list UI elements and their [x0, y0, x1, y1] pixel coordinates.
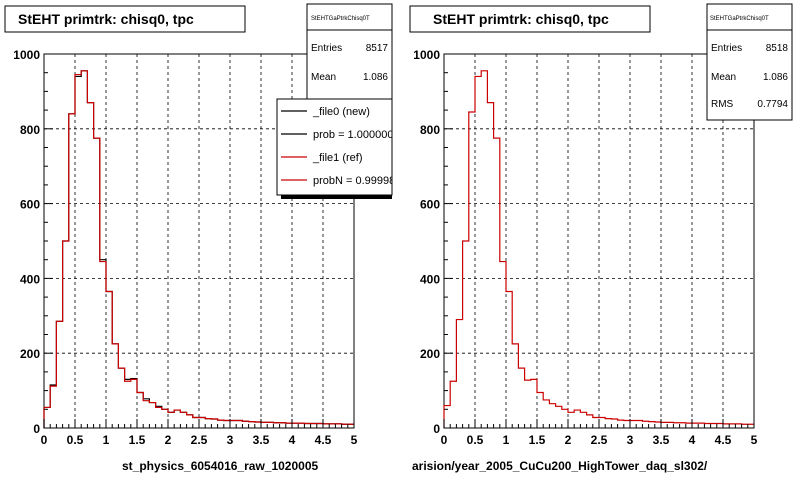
right-x-tick-label: 4 [689, 433, 696, 447]
left-chart-title: StEHT primtrk: chisq0, tpc [18, 11, 194, 27]
right-stats-rms-value: 0.7794 [757, 99, 788, 110]
right-x-tick-label: 2 [565, 433, 572, 447]
left-stats-name: StEHTGaPtrkChisq0T [311, 16, 370, 22]
left-y-axis: 0 200 400 600 800 1000 [13, 48, 53, 436]
right-x-tick-label: 0.5 [467, 433, 484, 447]
right-grid [444, 54, 754, 428]
left-x-tick-label: 1.5 [129, 433, 146, 447]
left-footer-label: st_physics_6054016_raw_1020005 [122, 459, 318, 473]
right-x-axis: 0 0.5 1 1.5 2 2.5 3 3.5 4 4.5 5 [441, 419, 758, 447]
left-y-tick-label: 600 [20, 198, 40, 212]
legend-entry-2-label: prob = 1.000000 [313, 129, 393, 141]
left-y-tick-label: 0 [33, 422, 40, 436]
right-x-tick-label: 2.5 [591, 433, 608, 447]
legend-entry-4-label: probN = 0.999988 [313, 175, 401, 187]
right-series-0-histogram [443, 70, 754, 428]
left-x-tick-label: 3.5 [253, 433, 270, 447]
left-stats-entries-label: Entries [311, 43, 342, 54]
left-stats-entries-value: 8517 [366, 43, 389, 54]
right-title-box [409, 5, 651, 33]
left-x-tick-label: 2 [165, 433, 172, 447]
left-x-tick-label: 4.5 [315, 433, 332, 447]
left-y-tick-label: 400 [20, 272, 40, 286]
left-histogram-lines [43, 70, 354, 428]
left-x-tick-label: 2.5 [191, 433, 208, 447]
right-stats-mean-value: 1.086 [763, 72, 788, 83]
left-x-tick-label: 0 [41, 433, 48, 447]
right-stats-entries-value: 8518 [766, 43, 789, 54]
left-y-tick-label: 800 [20, 123, 40, 137]
left-x-axis: 0 0.5 1 1.5 2 2.5 3 3.5 4 4.5 5 [41, 419, 358, 447]
left-stats-mean-label: Mean [311, 72, 336, 83]
right-x-tick-label: 4.5 [715, 433, 732, 447]
right-x-tick-label: 1.5 [529, 433, 546, 447]
legend-entry-1-label: _file0 (new) [312, 106, 370, 118]
right-x-tick-label: 1 [503, 433, 510, 447]
left-x-tick-label: 1 [103, 433, 110, 447]
left-y-tick-label: 200 [20, 347, 40, 361]
right-y-tick-label: 800 [420, 123, 440, 137]
right-stats-mean-label: Mean [711, 72, 736, 83]
right-y-tick-label: 400 [420, 272, 440, 286]
right-y-axis: 0 200 400 600 800 1000 [413, 48, 453, 436]
right-x-tick-label: 5 [751, 433, 758, 447]
right-y-tick-label: 600 [420, 198, 440, 212]
right-x-tick-label: 3 [627, 433, 634, 447]
right-chart-title: StEHT primtrk: chisq0, tpc [433, 11, 609, 27]
left-y-tick-label: 1000 [13, 48, 40, 62]
right-footer-label: arision/year_2005_CuCu200_HighTower_daq_… [412, 459, 708, 473]
left-x-tick-label: 3 [227, 433, 234, 447]
left-x-tick-label: 5 [351, 433, 358, 447]
right-stats-rms-label: RMS [711, 99, 734, 110]
right-x-tick-label: 3.5 [653, 433, 670, 447]
right-histogram-lines [443, 70, 754, 428]
left-stats-mean-value: 1.086 [363, 72, 388, 83]
left-x-tick-label: 4 [289, 433, 296, 447]
right-stats-name: StEHTGaPtrkChisq0T [710, 16, 769, 22]
legend-entry-3-label: _file1 (ref) [312, 152, 363, 164]
right-stats-entries-label: Entries [711, 43, 742, 54]
left-x-tick-label: 0.5 [67, 433, 84, 447]
right-x-tick-label: 0 [441, 433, 448, 447]
right-stats-box [706, 3, 793, 121]
left-title-box [4, 5, 246, 33]
right-y-tick-label: 0 [433, 422, 440, 436]
legend-box [276, 98, 393, 196]
left-series-1-histogram [43, 70, 354, 428]
right-y-tick-label: 200 [420, 347, 440, 361]
right-y-tick-label: 1000 [413, 48, 440, 62]
